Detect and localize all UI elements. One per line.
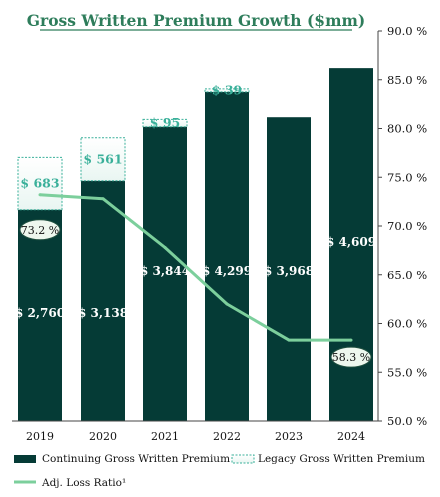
continuing-label-2023: $ 3,968 [264, 264, 314, 278]
continuing-label-2022: $ 4,299 [202, 264, 252, 278]
right-tick-label-90: 90.0 % [387, 24, 427, 38]
loss-ratio-point-2024 [349, 338, 353, 342]
legacy-label-2019: $ 683 [20, 176, 59, 191]
legend-label-continuing: Continuing Gross Written Premium [42, 453, 230, 465]
continuing-label-2024: $ 4,609 [326, 235, 376, 249]
right-tick-label-65: 65.0 % [387, 268, 427, 282]
loss-ratio-point-2022 [225, 302, 229, 306]
loss-ratio-line [38, 193, 353, 342]
x-axis-ticks: 2019 2020 2021 2022 2023 2024 [26, 430, 365, 443]
loss-ratio-label-2019: 73.2 % [21, 224, 59, 237]
x-tick-label-2021: 2021 [151, 430, 179, 443]
right-tick-label-75: 75.0 % [387, 170, 427, 184]
continuing-bars [18, 68, 373, 422]
loss-ratio-labels: 73.2 % 58.3 % [19, 219, 372, 368]
continuing-bar-2021 [143, 126, 187, 422]
right-tick-label-60: 60.0 % [387, 317, 427, 331]
legacy-label-2022: $ 39 [212, 82, 242, 97]
right-axis-ticks: 90.0 % 85.0 % 80.0 % 75.0 % 70.0 % 65.0 % 60.0… [378, 24, 427, 428]
continuing-bar-2019 [18, 209, 62, 421]
loss-ratio-point-2023 [287, 338, 291, 342]
right-tick-label-55: 55.0 % [387, 365, 427, 379]
legacy-labels: $ 683 $ 561 $ 95 $ 39 [20, 82, 242, 190]
legacy-bar-2021 [142, 118, 188, 128]
legacy-bar-2019 [17, 156, 63, 211]
loss-ratio-point-2021 [163, 246, 167, 249]
legacy-bar-2020 [80, 137, 126, 182]
x-tick-label-2024: 2024 [337, 430, 365, 443]
loss-ratio-bubble-2019 [19, 219, 61, 241]
legend: Continuing Gross Written Premium Legacy … [14, 453, 425, 489]
x-tick-label-2019: 2019 [26, 430, 54, 443]
bar-labels: $ 2,760 $ 3,138 $ 3,844 $ 4,299 $ 3,968 $ 4,6… [15, 235, 376, 320]
loss-ratio-bubble-2024 [330, 346, 372, 368]
continuing-label-2021: $ 3,844 [140, 264, 190, 278]
loss-ratio-point-2020 [101, 197, 105, 201]
legend-swatch-continuing [14, 455, 36, 463]
legacy-label-2021: $ 95 [150, 115, 180, 130]
continuing-label-2019: $ 2,760 [15, 306, 65, 320]
legend-label-ratio: Adj. Loss Ratio¹ [41, 477, 126, 489]
right-tick-label-70: 70.0 % [387, 219, 427, 233]
right-tick-label-50: 50.0 % [387, 414, 427, 428]
legacy-bars [17, 88, 250, 211]
right-tick-label-85: 85.0 % [387, 73, 427, 87]
continuing-bar-2022 [205, 91, 249, 421]
x-tick-label-2023: 2023 [275, 430, 303, 443]
x-tick-label-2020: 2020 [89, 430, 117, 443]
continuing-label-2020: $ 3,138 [78, 306, 128, 320]
x-tick-label-2022: 2022 [213, 430, 241, 443]
legacy-label-2020: $ 561 [83, 151, 122, 166]
continuing-bar-2023 [267, 117, 311, 421]
legend-label-legacy: Legacy Gross Written Premium [258, 453, 425, 465]
loss-ratio-polyline [39, 193, 351, 342]
legacy-bar-2022 [204, 88, 250, 93]
chart-title: Gross Written Premium Growth ($mm) [27, 11, 365, 30]
continuing-bar-2020 [81, 180, 125, 421]
legend-swatch-legacy [231, 454, 255, 464]
loss-ratio-point-2019 [38, 193, 42, 197]
right-tick-label-80: 80.0 % [387, 122, 427, 136]
loss-ratio-label-2024: 58.3 % [332, 351, 370, 364]
